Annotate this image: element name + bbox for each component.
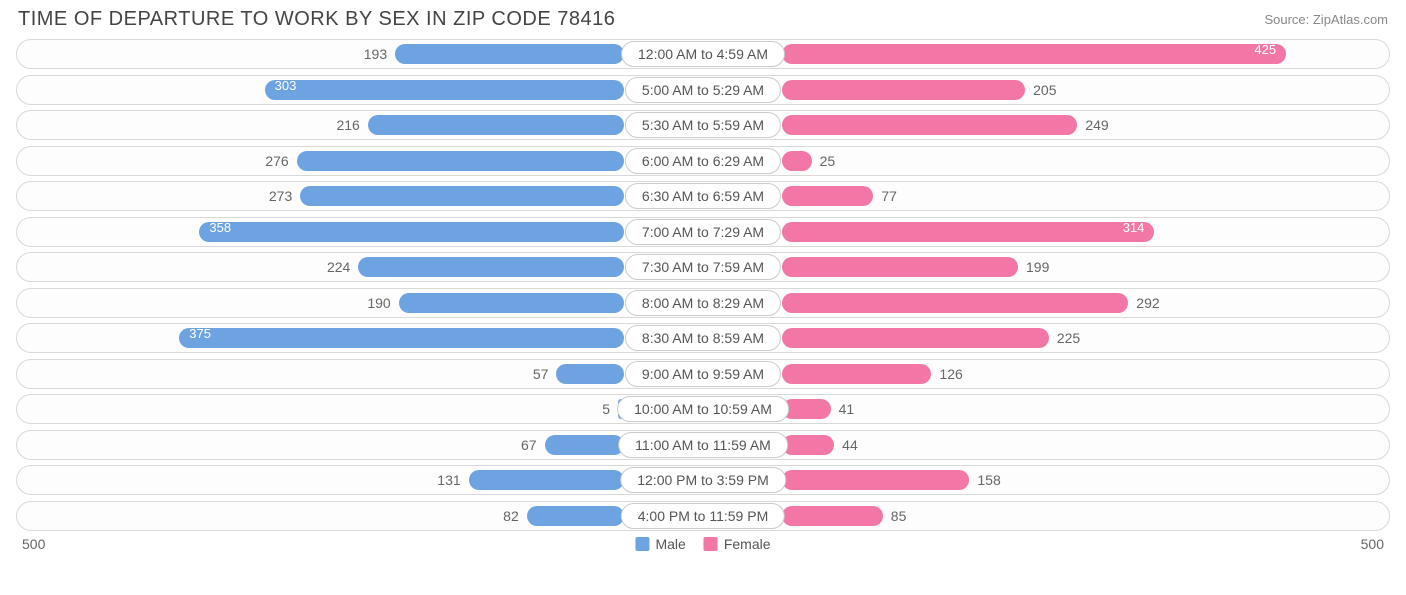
row-category-label: 6:30 AM to 6:59 AM [625,183,781,209]
male-value: 216 [328,115,367,135]
chart-row: 9:00 AM to 9:59 AM 57 126 [16,359,1390,389]
male-bar [527,506,624,526]
row-category-label: 8:30 AM to 8:59 AM [625,325,781,351]
chart-row: 6:30 AM to 6:59 AM 273 77 [16,181,1390,211]
chart-title: TIME OF DEPARTURE TO WORK BY SEX IN ZIP … [18,8,615,31]
female-value: 225 [1049,328,1088,348]
legend-swatch [635,537,649,551]
male-value: 5 [594,399,618,419]
legend: Male Female [635,536,770,552]
axis-left-label: 500 [22,536,45,552]
male-value: 276 [257,151,296,171]
legend-label: Female [724,536,771,552]
row-category-label: 12:00 AM to 4:59 AM [621,41,785,67]
male-bar [545,435,624,455]
female-value: 85 [883,506,915,526]
male-value: 190 [359,293,398,313]
male-bar [300,186,624,206]
male-value: 224 [319,257,358,277]
row-category-label: 11:00 AM to 11:59 AM [618,432,788,458]
chart-header: TIME OF DEPARTURE TO WORK BY SEX IN ZIP … [0,0,1406,37]
female-bar [782,293,1128,313]
chart-row: 12:00 AM to 4:59 AM 193 425 [16,39,1390,69]
female-bar [782,470,969,490]
chart-row: 12:00 PM to 3:59 PM 131 158 [16,465,1390,495]
female-value: 314 [1115,218,1153,238]
legend-item: Female [704,536,771,552]
row-category-label: 5:00 AM to 5:29 AM [625,77,781,103]
male-bar [556,364,624,384]
male-bar [358,257,624,277]
chart-row: 10:00 AM to 10:59 AM5 41 [16,394,1390,424]
female-bar [782,115,1077,135]
female-bar [782,186,873,206]
chart-row: 8:00 AM to 8:29 AM 190 292 [16,288,1390,318]
female-bar [782,257,1018,277]
row-category-label: 9:00 AM to 9:59 AM [625,361,781,387]
chart-row: 11:00 AM to 11:59 AM 67 44 [16,430,1390,460]
row-category-label: 7:30 AM to 7:59 AM [625,254,781,280]
male-value: 358 [201,218,239,238]
male-bar [199,222,624,242]
female-bar [782,151,812,171]
male-value: 303 [267,76,305,96]
female-value: 249 [1077,115,1116,135]
male-bar [368,115,624,135]
male-bar [179,328,624,348]
male-value: 82 [495,506,527,526]
male-value: 57 [525,364,557,384]
chart-row: 7:00 AM to 7:29 AM 358 314 [16,217,1390,247]
female-value: 205 [1025,80,1064,100]
male-value: 131 [429,470,468,490]
female-value: 44 [834,435,866,455]
row-category-label: 7:00 AM to 7:29 AM [625,219,781,245]
female-bar [782,222,1154,242]
chart-row: 4:00 PM to 11:59 PM 82 85 [16,501,1390,531]
axis-right-label: 500 [1361,536,1384,552]
chart-row: 8:30 AM to 8:59 AM 375 225 [16,323,1390,353]
female-bar [782,399,831,419]
chart-source: Source: ZipAtlas.com [1264,12,1388,27]
male-value: 375 [181,324,219,344]
legend-label: Male [655,536,685,552]
chart-row: 6:00 AM to 6:29 AM 276 25 [16,146,1390,176]
female-bar [782,80,1025,100]
row-category-label: 5:30 AM to 5:59 AM [625,112,781,138]
female-value: 25 [812,151,844,171]
row-category-label: 10:00 AM to 10:59 AM [617,396,789,422]
female-value: 41 [831,399,863,419]
female-value: 425 [1246,40,1284,60]
male-bar [265,80,624,100]
chart-row: 7:30 AM to 7:59 AM 224 199 [16,252,1390,282]
chart-row: 5:00 AM to 5:29 AM 303 205 [16,75,1390,105]
female-value: 199 [1018,257,1057,277]
male-bar [297,151,624,171]
chart-area: 12:00 AM to 4:59 AM 193 425 5:00 AM to 5:29… [0,37,1406,531]
axis-row: 500 Male Female 500 [0,536,1406,552]
female-value: 158 [969,470,1008,490]
female-bar [782,328,1049,348]
row-category-label: 12:00 PM to 3:59 PM [620,467,786,493]
male-bar [399,293,624,313]
female-value: 77 [873,186,905,206]
male-bar [469,470,624,490]
female-bar [782,435,834,455]
male-value: 273 [261,186,300,206]
male-value: 193 [356,44,395,64]
female-value: 292 [1128,293,1167,313]
legend-swatch [704,537,718,551]
row-category-label: 4:00 PM to 11:59 PM [621,503,785,529]
female-bar [782,364,931,384]
row-category-label: 8:00 AM to 8:29 AM [625,290,781,316]
female-bar [782,44,1286,64]
row-category-label: 6:00 AM to 6:29 AM [625,148,781,174]
male-bar [395,44,624,64]
male-value: 67 [513,435,545,455]
female-value: 126 [931,364,970,384]
female-bar [782,506,883,526]
legend-item: Male [635,536,685,552]
chart-row: 5:30 AM to 5:59 AM 216 249 [16,110,1390,140]
